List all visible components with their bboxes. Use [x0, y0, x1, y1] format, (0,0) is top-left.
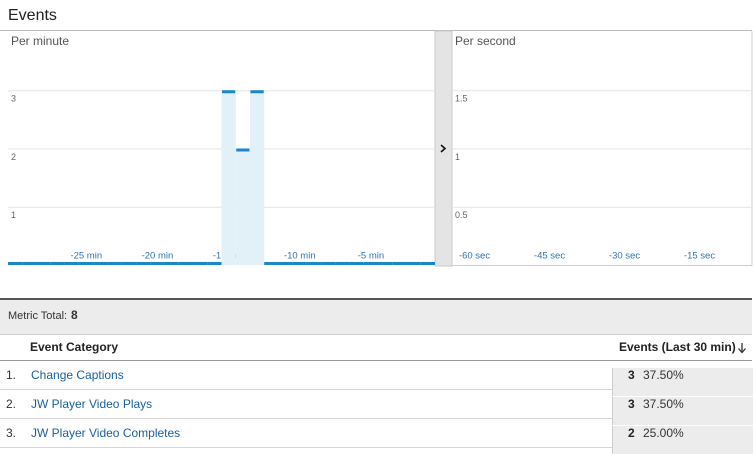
metric-total-label: Metric Total:: [8, 310, 68, 322]
bar: [378, 262, 393, 265]
row-number: 2.: [6, 397, 17, 411]
bar: [136, 262, 151, 265]
table-row: 2. JW Player Video Plays 3 37.50%: [0, 390, 753, 425]
y-tick-label: 3: [11, 94, 16, 104]
sort-arrow[interactable]: [737, 342, 747, 354]
y-tick-label: 1: [11, 210, 16, 220]
table-row: 3. JW Player Video Completes 2 25.00%: [0, 419, 753, 454]
x-tick-label: -20 min: [142, 251, 174, 262]
bar: [335, 262, 350, 265]
bar: [264, 262, 279, 265]
bar: [150, 262, 165, 265]
bar: [236, 148, 250, 152]
events-cell: [612, 426, 753, 454]
bar: [420, 262, 435, 265]
table-header: Event Category Events (Last 30 min): [0, 334, 752, 361]
expand-arrow[interactable]: [440, 144, 447, 153]
table: Event Category Events (Last 30 min) 1. Ch…: [0, 334, 753, 454]
bar: [79, 262, 94, 265]
bar: [363, 262, 379, 265]
x-tick-label: -10 min: [284, 251, 316, 262]
section-title: Events: [8, 7, 57, 24]
bar: [222, 90, 236, 94]
bar: [8, 262, 23, 265]
event-percent: 25.00%: [643, 426, 684, 440]
y-tick-label: 0.5: [455, 210, 468, 220]
bar: [50, 262, 65, 265]
x-tick-label: -5 min: [358, 251, 384, 262]
events-cell: [612, 368, 753, 396]
column-header[interactable]: Events (Last 30 min): [619, 340, 736, 354]
event-percent: 37.50%: [643, 368, 684, 382]
bar: [278, 262, 293, 265]
x-tick-label: -45 sec: [534, 251, 565, 262]
metric-total-value: 8: [71, 308, 78, 322]
event-count: 2: [628, 426, 635, 440]
event-category[interactable]: JW Player Video Completes: [31, 426, 181, 440]
event-percent: 37.50%: [643, 397, 684, 411]
y-tick-label: 2: [11, 152, 16, 162]
x-tick-label: -60 sec: [459, 251, 490, 262]
bar: [22, 262, 37, 265]
bar: [121, 262, 137, 265]
row-number: 3.: [6, 426, 17, 440]
x-tick-label: -15 sec: [684, 251, 715, 262]
metric-total: Metric Total: 8: [0, 298, 752, 335]
chart-title: Per minute: [11, 34, 69, 48]
x-tick-label: -30 sec: [609, 251, 640, 262]
bar: [292, 262, 307, 265]
bar-fill: [235, 148, 250, 265]
bar: [306, 262, 322, 265]
bar-fill: [221, 90, 236, 265]
x-tick-label: -25 min: [70, 251, 102, 262]
table-row: 1. Change Captions 3 37.50%: [0, 361, 753, 396]
bar: [178, 262, 194, 265]
column-header[interactable]: Event Category: [30, 340, 119, 354]
y-tick-label: 1: [455, 152, 460, 162]
bar-fill: [249, 90, 265, 265]
bar: [392, 262, 407, 265]
bar: [321, 262, 336, 265]
bar: [36, 262, 51, 265]
chart-title: Per second: [455, 34, 516, 48]
event-count: 3: [628, 368, 635, 382]
bar: [164, 262, 179, 265]
bar: [93, 262, 108, 265]
bar: [193, 262, 208, 265]
bar: [64, 262, 80, 265]
bar: [207, 262, 222, 265]
events-cell: [612, 397, 753, 425]
event-category[interactable]: Change Captions: [31, 368, 124, 382]
event-category[interactable]: JW Player Video Plays: [31, 397, 153, 411]
event-count: 3: [628, 397, 635, 411]
bar: [250, 90, 264, 94]
row-number: 1.: [6, 368, 17, 382]
y-tick-label: 1.5: [455, 94, 468, 104]
bar: [349, 262, 364, 265]
divider[interactable]: [434, 30, 453, 267]
bar: [107, 262, 122, 265]
bar: [406, 262, 421, 265]
